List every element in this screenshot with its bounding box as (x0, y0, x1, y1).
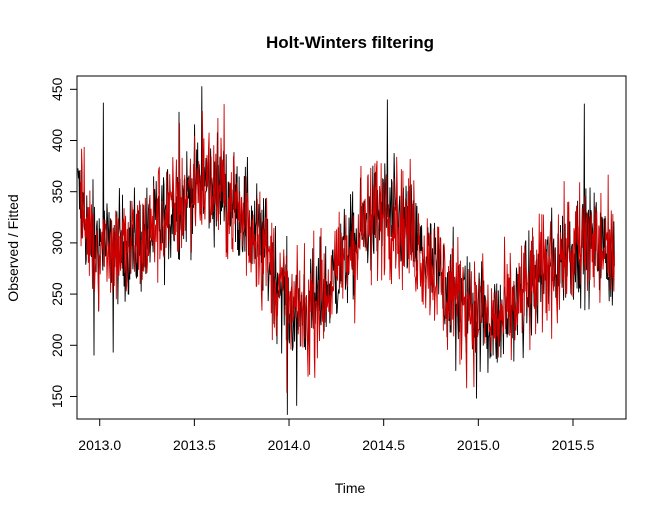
y-axis: 150 200 250 300 350 400 450 (49, 77, 78, 409)
x-tick-label: 2015.0 (457, 437, 500, 453)
y-tick-label: 150 (49, 385, 65, 409)
y-tick-label: 200 (49, 333, 65, 357)
x-tick-label: 2015.5 (552, 437, 595, 453)
y-tick-label: 300 (49, 231, 65, 255)
y-tick-label: 450 (49, 77, 65, 101)
y-tick-label: 250 (49, 282, 65, 306)
fitted-series-line (80, 104, 615, 393)
x-tick-label: 2014.5 (362, 437, 405, 453)
x-tick-label: 2013.5 (173, 437, 216, 453)
x-tick-label: 2014.0 (268, 437, 311, 453)
y-axis-label: Observed / Fitted (5, 194, 21, 301)
y-tick-label: 350 (49, 180, 65, 204)
series-layer (77, 86, 615, 415)
y-tick-label: 400 (49, 129, 65, 153)
x-axis-label: Time (335, 480, 366, 496)
x-tick-label: 2013.0 (78, 437, 121, 453)
x-axis: 2013.0 2013.5 2014.0 2014.5 2015.0 2015.5 (78, 418, 595, 453)
chart-title: Holt-Winters filtering (266, 33, 434, 52)
